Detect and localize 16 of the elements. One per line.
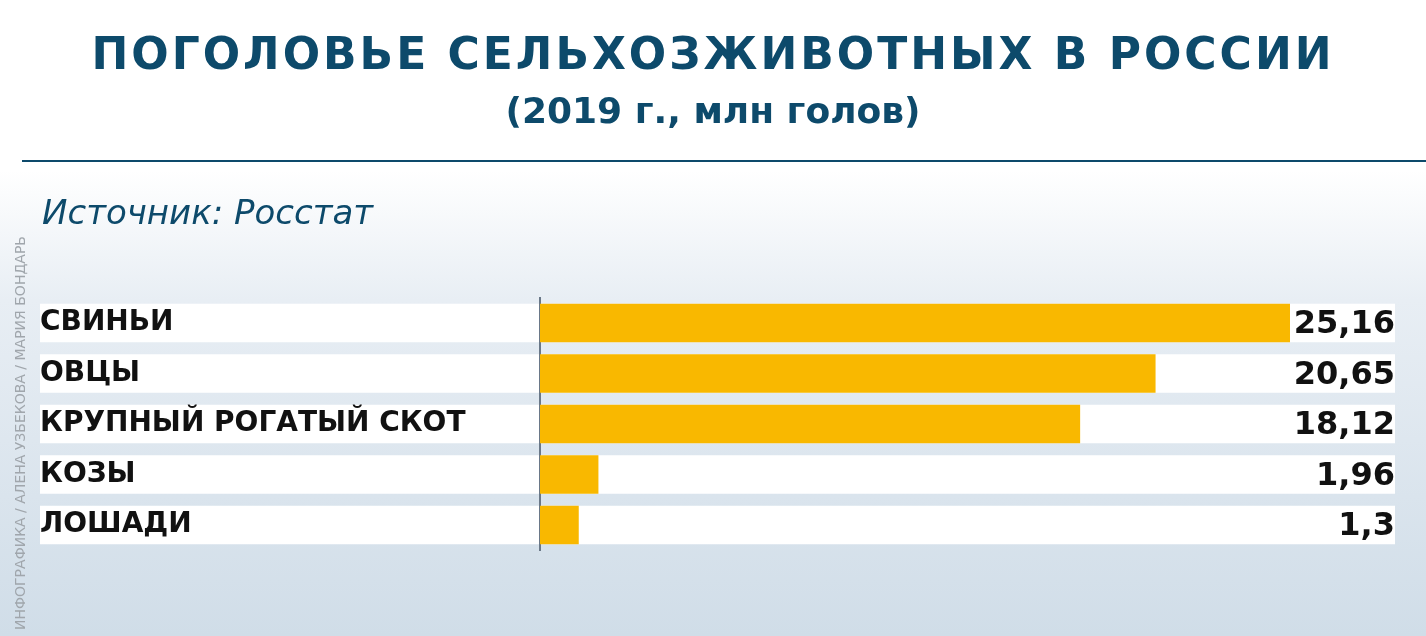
bar xyxy=(540,455,599,494)
data-label: 25,16 xyxy=(1293,303,1395,342)
data-label: 20,65 xyxy=(1293,353,1395,392)
text: ИНФОГРАФИКА / АЛЕНА УЗБЕКОВА / МАРИЯ БОНДАРЬ xyxy=(12,236,28,630)
chart-title: ПОГОЛОВЬЕ СЕЛЬХОЗЖИВОТНЫХ В РОССИИ xyxy=(90,28,1336,79)
bar xyxy=(540,505,579,545)
data-label: 1,3 xyxy=(1338,505,1395,544)
chart-subtitle: (2019 г., млн голов) xyxy=(504,90,922,131)
y-tick-label: ОВЦЫ xyxy=(40,354,141,388)
data-label: 18,12 xyxy=(1293,404,1395,443)
y-tick-label: КОЗЫ xyxy=(40,455,136,489)
data-label: 1,96 xyxy=(1316,454,1395,493)
y-tick-label: КРУПНЫЙ РОГАТЫЙ СКОТ xyxy=(40,404,466,439)
y-tick-label: СВИНЬИ xyxy=(40,304,174,338)
y-tick-label: ЛОШАДИ xyxy=(40,506,192,540)
text: Источник: Росстат xyxy=(42,192,374,232)
